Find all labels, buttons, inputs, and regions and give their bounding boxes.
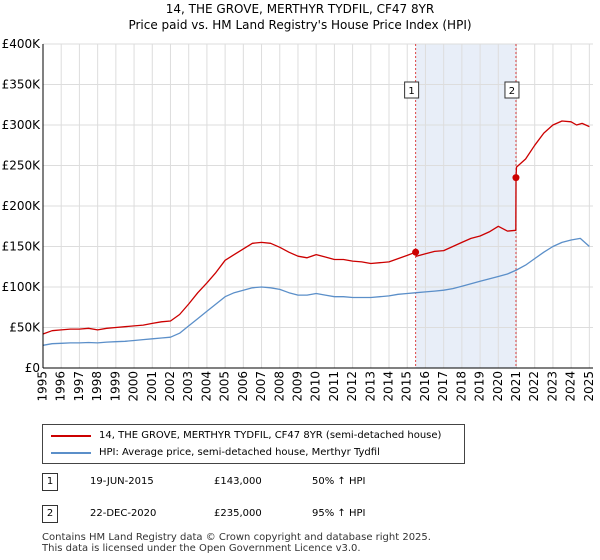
- y-tick-label: £300K: [2, 118, 42, 132]
- x-tick-label: 2011: [327, 371, 341, 402]
- x-tick-label: 2004: [199, 371, 213, 402]
- x-tick-label: 2010: [309, 371, 323, 402]
- x-tick-label: 2016: [418, 371, 432, 402]
- transaction-price: £143,000: [214, 476, 262, 487]
- transaction-row: 1 19-JUN-2015 £143,000 50% ↑ HPI: [42, 472, 582, 492]
- legend-label-property: 14, THE GROVE, MERTHYR TYDFIL, CF47 8YR …: [99, 430, 442, 441]
- footer-line-1: Contains HM Land Registry data © Crown c…: [42, 532, 431, 543]
- x-tick-label: 2009: [290, 371, 304, 402]
- legend-label-hpi: HPI: Average price, semi-detached house,…: [99, 447, 380, 458]
- y-tick-label: £100K: [2, 280, 42, 294]
- footer: Contains HM Land Registry data © Crown c…: [42, 532, 431, 554]
- x-tick-label: 2022: [527, 371, 541, 402]
- x-tick-label: 2012: [345, 371, 359, 402]
- x-tick-label: 2024: [564, 371, 578, 402]
- y-tick-label: £400K: [2, 37, 42, 51]
- sale-label-box: [404, 81, 420, 99]
- x-tick-label: 2008: [272, 371, 286, 402]
- y-tick-label: £250K: [2, 159, 42, 173]
- x-tick-label: 2020: [491, 371, 505, 402]
- chart-subtitle: Price paid vs. HM Land Registry's House …: [128, 18, 472, 32]
- x-tick-label: 2021: [509, 371, 523, 402]
- x-tick-label: 2018: [454, 371, 468, 402]
- transaction-hpi: 50% ↑ HPI: [312, 476, 366, 487]
- x-tick-label: 2017: [436, 371, 450, 402]
- transaction-badge: 1: [42, 473, 58, 491]
- x-tick-label: 1995: [36, 371, 50, 402]
- x-tick-label: 2001: [145, 371, 159, 402]
- x-tick-label: 1998: [90, 371, 104, 402]
- x-tick-label: 2013: [363, 371, 377, 402]
- y-tick-label: £200K: [2, 199, 42, 213]
- transaction-price: £235,000: [214, 508, 262, 519]
- transaction-row: 2 22-DEC-2020 £235,000 95% ↑ HPI: [42, 504, 582, 524]
- x-tick-label: 1999: [108, 371, 122, 402]
- x-tick-label: 2005: [218, 371, 232, 402]
- series-line-property: [42, 120, 590, 335]
- transaction-badge: 2: [42, 505, 58, 523]
- x-tick-label: 1996: [54, 371, 68, 402]
- x-tick-label: 2007: [254, 371, 268, 402]
- x-tick-label: 1997: [72, 371, 86, 402]
- sale-point: [512, 174, 520, 182]
- x-tick-label: 2023: [545, 371, 559, 402]
- transaction-hpi: 95% ↑ HPI: [312, 508, 366, 519]
- series-line-hpi: [42, 237, 590, 346]
- legend-line-property: [51, 435, 91, 437]
- y-tick-label: £0: [25, 361, 40, 375]
- x-tick-label: 2014: [382, 371, 396, 402]
- y-tick-label: £350K: [2, 78, 42, 92]
- legend: 14, THE GROVE, MERTHYR TYDFIL, CF47 8YR …: [42, 424, 465, 464]
- x-tick-label: 2019: [473, 371, 487, 402]
- x-tick-label: 2003: [181, 371, 195, 402]
- footer-line-2: This data is licensed under the Open Gov…: [42, 543, 361, 554]
- sale-label: 2: [509, 86, 515, 97]
- y-tick-label: £50K: [9, 321, 41, 335]
- x-tick-label: 2000: [127, 371, 141, 402]
- price-chart: 1 2 £0 £50K £100K £150K £200K £250K £300K £350K £4…: [2, 37, 596, 402]
- x-tick-label: 2006: [236, 371, 250, 402]
- x-tick-label: 2025: [582, 371, 596, 402]
- x-tick-label: 2002: [163, 371, 177, 402]
- x-tick-label: 2015: [400, 371, 414, 402]
- transaction-date: 19-JUN-2015: [90, 476, 154, 487]
- sale-label: 1: [408, 86, 414, 97]
- chart-title: 14, THE GROVE, MERTHYR TYDFIL, CF47 8YR: [165, 2, 435, 16]
- sale-point: [412, 248, 420, 256]
- legend-line-hpi: [51, 452, 91, 454]
- sale-label-box: [504, 81, 520, 99]
- y-tick-label: £150K: [2, 240, 42, 254]
- transaction-date: 22-DEC-2020: [90, 508, 157, 519]
